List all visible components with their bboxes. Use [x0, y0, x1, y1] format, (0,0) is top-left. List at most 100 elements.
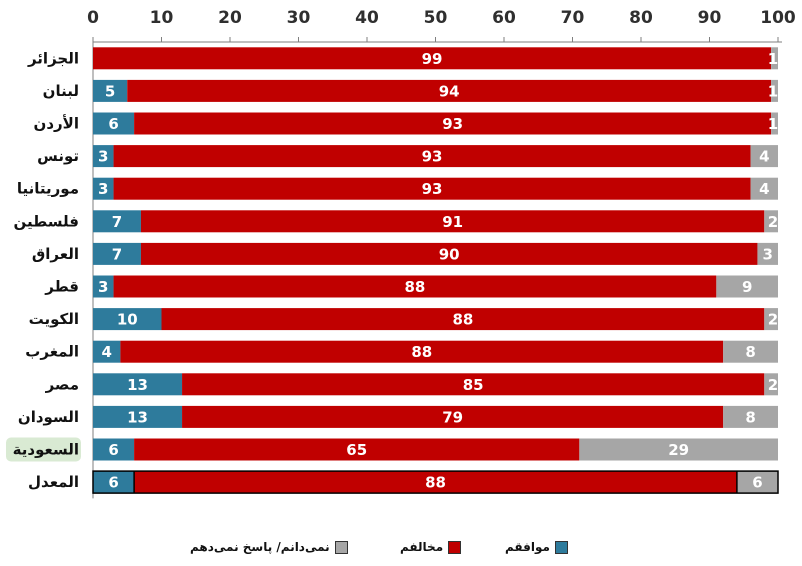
legend-swatch-dont-know [334, 540, 348, 554]
category-label: مصر [45, 375, 79, 393]
data-label: 3 [98, 278, 108, 296]
bar-segment [93, 210, 141, 233]
bar-segment [93, 438, 135, 461]
bar-segment [93, 47, 772, 70]
bar-segment [771, 112, 778, 135]
data-label: 93 [422, 148, 443, 166]
bar-segment [93, 177, 114, 200]
category-label: المغرب [25, 343, 79, 361]
category-label: الأردن [34, 115, 79, 133]
bar-segment [140, 210, 765, 233]
category-label: العراق [32, 245, 79, 263]
data-label: 4 [101, 343, 111, 361]
data-label: 88 [452, 311, 473, 329]
data-label: 85 [463, 376, 484, 394]
bar-segment [93, 275, 114, 298]
data-label: 6 [108, 115, 118, 133]
data-label: 79 [442, 408, 463, 426]
bar-segment [750, 145, 778, 168]
legend-label-dont-know: نمی‌دانم/ پاسخ نمی‌دهم [190, 540, 330, 554]
data-label: 90 [439, 245, 460, 263]
data-label: 10 [117, 311, 138, 329]
x-tick-label: 40 [355, 8, 379, 28]
legend-item-disagree: مخالفم [400, 536, 462, 558]
x-tick-label: 80 [629, 8, 653, 28]
data-label: 2 [768, 376, 778, 394]
bar-segment [93, 471, 135, 494]
data-label: 91 [442, 213, 463, 231]
bar-segment [93, 242, 141, 265]
bar-segment [723, 405, 778, 428]
data-label: 3 [763, 245, 773, 263]
bar-segment [120, 340, 724, 363]
bar-segment [736, 471, 778, 494]
bar-outline [92, 470, 779, 494]
data-label: 7 [112, 245, 122, 263]
bar-segment [93, 405, 183, 428]
bar-segment [93, 145, 114, 168]
data-label: 88 [405, 278, 426, 296]
data-label: 1 [768, 82, 778, 100]
bar-segment [182, 373, 765, 396]
data-label: 2 [768, 311, 778, 329]
bar-segment [771, 47, 778, 70]
data-label: 13 [127, 408, 148, 426]
bar-segment [93, 79, 128, 102]
data-label: 1 [768, 115, 778, 133]
bar-segment [134, 112, 772, 135]
category-label: تونس [37, 147, 79, 165]
bar-segment [127, 79, 772, 102]
bar-segment [764, 373, 778, 396]
category-label: المعدل [28, 473, 79, 491]
x-tick-label: 0 [87, 8, 99, 28]
bar-segment [716, 275, 778, 298]
category-label: موريتانيا [17, 180, 79, 198]
bar-segment [182, 405, 724, 428]
legend-item-agree: موافقم [505, 536, 568, 558]
bar-segment [771, 79, 778, 102]
data-label: 88 [411, 343, 432, 361]
bar-segment [134, 438, 580, 461]
legend-swatch-disagree [448, 540, 462, 554]
data-label: 93 [442, 115, 463, 133]
data-label: 4 [759, 180, 769, 198]
data-label: 29 [668, 441, 689, 459]
category-highlight [6, 437, 81, 462]
legend-item-dont-know: نمی‌دانم/ پاسخ نمی‌دهم [190, 536, 348, 558]
data-label: 6 [108, 441, 118, 459]
data-label: 65 [346, 441, 367, 459]
category-label: فلسطين [14, 212, 79, 230]
bar-segment [113, 275, 717, 298]
x-tick-label: 50 [424, 8, 448, 28]
data-label: 88 [425, 474, 446, 492]
category-label: السودان [18, 408, 79, 426]
data-label: 5 [105, 82, 115, 100]
legend-swatch-agree [554, 540, 568, 554]
bar-segment [93, 112, 135, 135]
legend-label-agree: موافقم [505, 540, 550, 554]
data-label: 13 [127, 376, 148, 394]
x-tick-label: 100 [760, 8, 796, 28]
data-label: 7 [112, 213, 122, 231]
bar-segment [723, 340, 778, 363]
x-tick-label: 90 [698, 8, 722, 28]
bar-segment [93, 373, 183, 396]
bar-segment [113, 177, 751, 200]
data-label: 6 [752, 474, 762, 492]
category-label: السعودية [13, 441, 79, 459]
bar-segment [579, 438, 778, 461]
data-label: 4 [759, 148, 769, 166]
bar-segment [764, 308, 778, 331]
category-label: الكويت [29, 310, 79, 328]
bar-segment [764, 210, 778, 233]
data-label: 9 [742, 278, 752, 296]
x-tick-label: 30 [287, 8, 311, 28]
bar-segment [93, 340, 121, 363]
legend-label-disagree: مخالفم [400, 540, 444, 554]
data-label: 2 [768, 213, 778, 231]
data-label: 8 [745, 343, 755, 361]
data-label: 3 [98, 148, 108, 166]
bar-segment [750, 177, 778, 200]
bar-segment [113, 145, 751, 168]
